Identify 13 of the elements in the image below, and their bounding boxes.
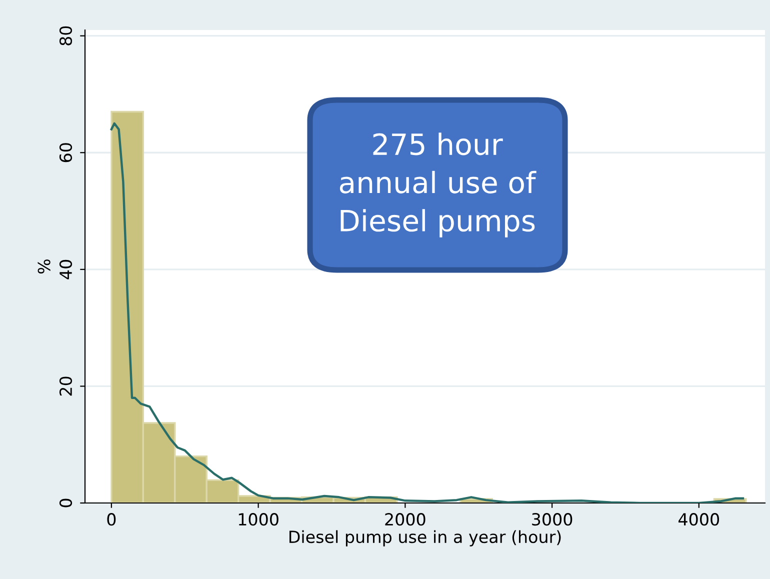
y-tick-label: 40 bbox=[59, 260, 72, 280]
x-tick-label: 0 bbox=[107, 513, 116, 526]
x-axis-title: Diesel pump use in a year (hour) bbox=[289, 530, 561, 546]
y-tick-label: 20 bbox=[59, 376, 72, 396]
y-tick-label: 80 bbox=[59, 26, 72, 46]
x-tick-label: 4000 bbox=[678, 513, 720, 526]
x-tick-label: 3000 bbox=[532, 513, 572, 526]
y-axis-title: % bbox=[38, 260, 50, 274]
x-tick-label: 1000 bbox=[238, 513, 278, 526]
y-tick-label: 0 bbox=[59, 498, 72, 508]
y-tick-label: 60 bbox=[59, 143, 72, 162]
annotation: 275 hour annual use of Diesel pumps bbox=[340, 132, 536, 238]
x-tick-label: 2000 bbox=[385, 513, 426, 526]
